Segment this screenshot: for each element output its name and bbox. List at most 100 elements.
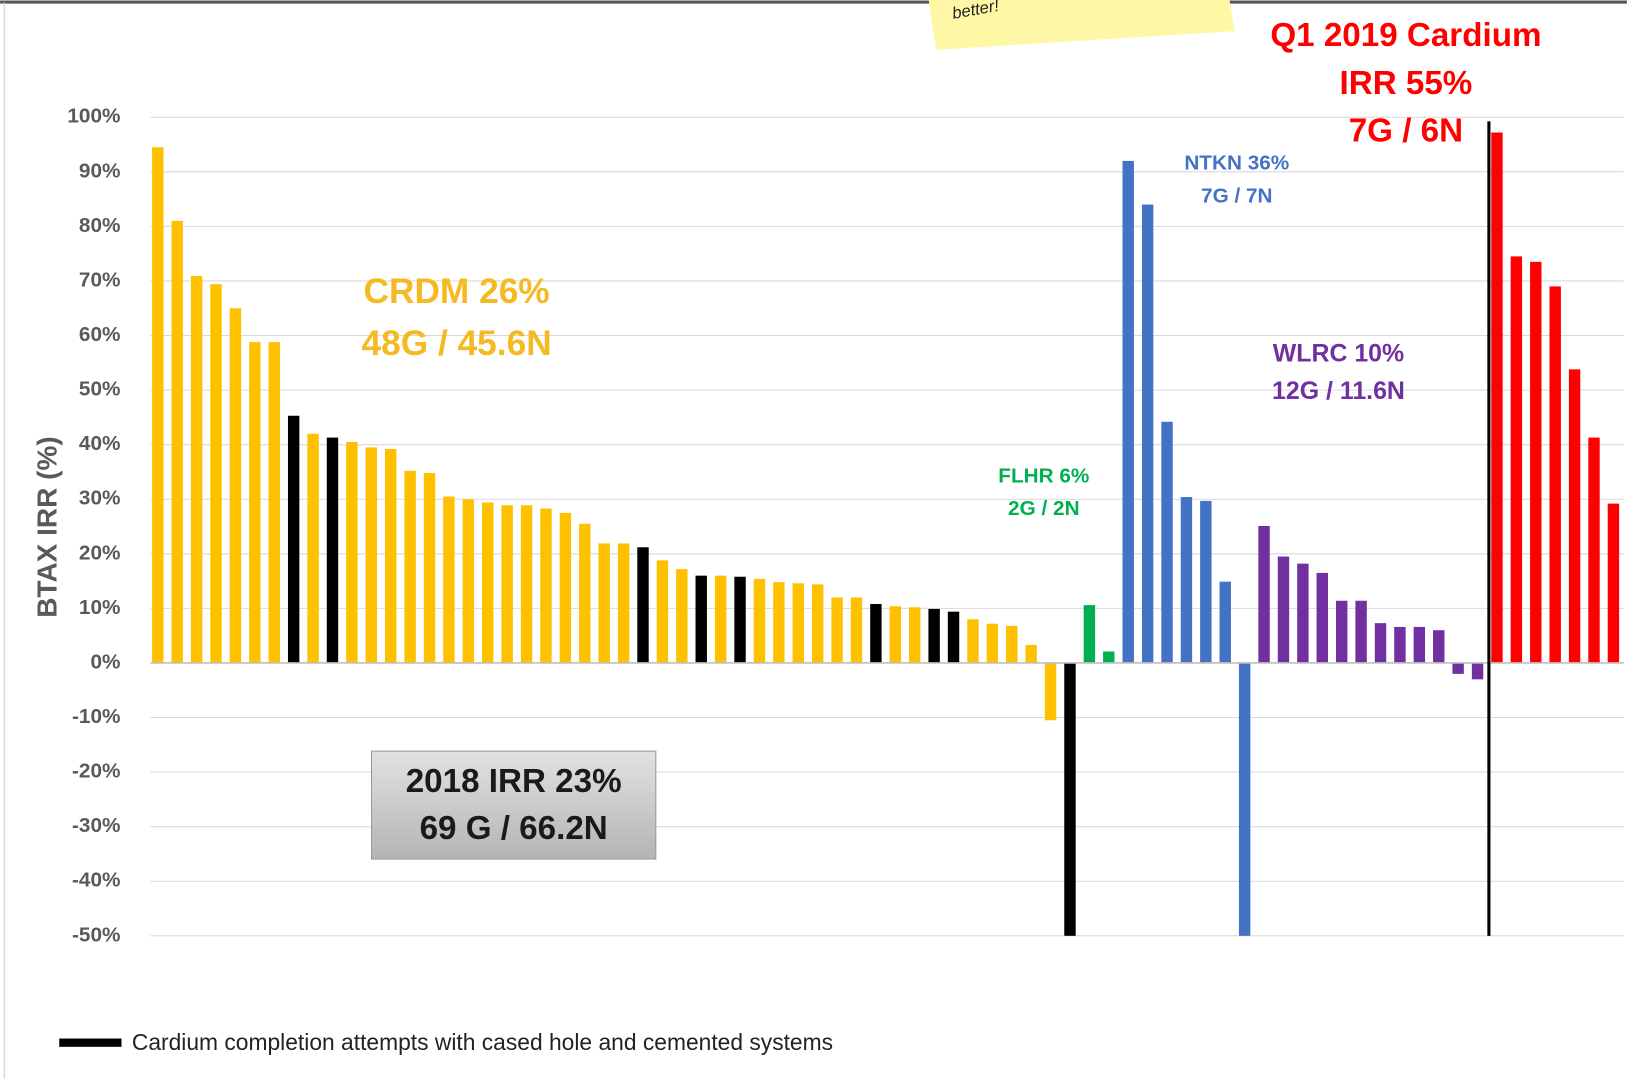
bar [617, 543, 630, 663]
y-tick-label: 70% [79, 268, 121, 291]
bar [831, 597, 843, 663]
bar [249, 342, 261, 663]
bar [792, 583, 804, 663]
bar [1180, 497, 1193, 663]
bar [1549, 286, 1561, 663]
bar [1064, 662, 1076, 936]
bar [462, 499, 475, 663]
bar [520, 505, 533, 663]
bar [287, 415, 300, 663]
annotation: 2018 IRR 23% [406, 763, 622, 800]
bar [714, 575, 727, 663]
annotation: 48G / 45.6N [362, 324, 552, 363]
bar [1258, 525, 1270, 663]
annotation: 2G / 2N [1008, 497, 1080, 520]
bar [501, 505, 513, 663]
y-tick-label: 10% [79, 596, 121, 619]
bar [190, 276, 203, 663]
bar [1219, 581, 1231, 663]
bar [656, 560, 669, 663]
bar [1530, 261, 1542, 663]
bar [171, 220, 183, 663]
bar [753, 578, 766, 663]
y-tick-label: 50% [79, 378, 121, 401]
sticky-note [928, 0, 1235, 50]
bar [1277, 556, 1290, 663]
y-axis-label: BTAX IRR (%) [31, 436, 62, 617]
bar [482, 502, 494, 663]
bar [734, 576, 746, 663]
bar [1394, 626, 1406, 663]
bar [1452, 662, 1464, 674]
bar [1044, 662, 1057, 721]
bar [1161, 421, 1173, 663]
annotation: FLHR 6% [998, 465, 1089, 488]
bar [559, 512, 572, 663]
legend-swatch [59, 1038, 122, 1047]
bar [1103, 651, 1115, 663]
bar [967, 619, 979, 663]
bar [152, 147, 164, 663]
bar [1006, 625, 1018, 663]
bar [773, 582, 785, 663]
y-tick-label: -30% [72, 814, 120, 837]
y-tick-label: 0% [90, 650, 120, 673]
y-tick-label: 80% [79, 214, 121, 237]
bar [1335, 600, 1348, 663]
bar [1433, 630, 1445, 663]
bar [404, 470, 416, 663]
bar [1316, 572, 1328, 663]
bar [928, 608, 940, 663]
bar [326, 437, 339, 663]
bar [1238, 662, 1251, 936]
bar [1141, 204, 1154, 663]
bar [676, 569, 688, 663]
bar [229, 308, 242, 663]
bar [1471, 662, 1484, 680]
annotation: CRDM 26% [364, 272, 550, 311]
bar [1607, 503, 1620, 663]
plot: -50% -40% -30% -20% -10% 0% 10% 20% 30% 40% 50% 60%… [67, 105, 1624, 946]
bar [695, 575, 707, 663]
y-tick-label: 100% [67, 105, 120, 128]
y-tick-label: 40% [79, 432, 121, 455]
annotation: 69 G / 66.2N [420, 810, 608, 847]
bar [1413, 626, 1426, 663]
y-tick-label: -50% [72, 923, 120, 946]
y-tick-label: 20% [79, 541, 121, 564]
annotation: WLRC 10% [1273, 339, 1404, 367]
bar [1297, 563, 1309, 663]
bar [210, 284, 222, 663]
bar [598, 543, 610, 663]
annotation: 12G / 11.6N [1272, 377, 1405, 405]
annotation: IRR 55% [1340, 65, 1473, 102]
bar [540, 508, 552, 663]
bar [1083, 605, 1096, 663]
bar [811, 584, 824, 663]
y-tick-label: 30% [79, 487, 121, 510]
legend-label: Cardium completion attempts with cased h… [132, 1029, 833, 1055]
bar [909, 607, 921, 663]
y-tick-label: 90% [79, 159, 121, 182]
bar [384, 449, 397, 663]
bar [1491, 132, 1503, 663]
y-tick-label: -10% [72, 705, 120, 728]
annotation: 7G / 7N [1201, 185, 1273, 208]
annotation: NTKN 36% [1184, 151, 1289, 174]
bar [889, 606, 902, 663]
bar [1510, 256, 1523, 663]
bar [947, 611, 960, 663]
annotation: Q1 2019 Cardium [1270, 17, 1541, 54]
y-tick-label: 60% [79, 323, 121, 346]
bar [579, 523, 591, 663]
bar [1588, 437, 1600, 663]
y-tick-label: -20% [72, 760, 120, 783]
bar [365, 447, 377, 663]
bar [268, 342, 280, 663]
summary-box [371, 750, 657, 860]
bar [1025, 644, 1037, 663]
bar [1374, 623, 1387, 663]
bar [1568, 369, 1581, 663]
